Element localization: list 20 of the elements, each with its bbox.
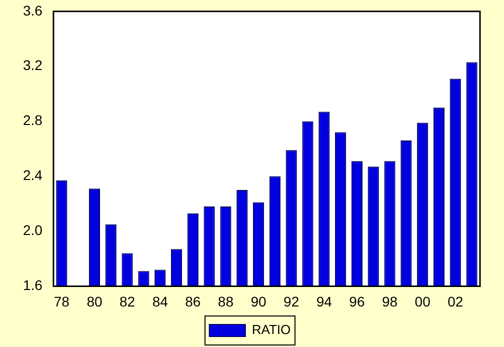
- x-tick-label: 90: [250, 293, 267, 310]
- x-tick-label: 82: [119, 293, 136, 310]
- x-tick-label: 98: [382, 293, 398, 310]
- x-tick-label: 00: [414, 293, 431, 310]
- y-tick-label: 1.6: [22, 277, 43, 294]
- x-tick-label: 88: [218, 293, 234, 310]
- x-tick-label: 96: [349, 293, 365, 310]
- y-tick-label: 3.6: [22, 2, 43, 18]
- x-tick-label: 78: [54, 293, 70, 310]
- legend-label: RATIO: [252, 322, 291, 338]
- x-tick-label: 92: [284, 293, 300, 310]
- x-tick-label: 80: [86, 293, 102, 310]
- y-tick-label: 2.4: [22, 167, 43, 184]
- x-tick-label: 02: [448, 293, 464, 310]
- x-tick-label: 84: [152, 293, 168, 310]
- x-tick-label: 94: [316, 293, 332, 310]
- y-tick-label: 3.2: [22, 57, 43, 74]
- y-tick-label: 2.0: [22, 222, 43, 238]
- y-tick-label: 2.8: [22, 112, 43, 128]
- x-tick-label: 86: [185, 293, 201, 310]
